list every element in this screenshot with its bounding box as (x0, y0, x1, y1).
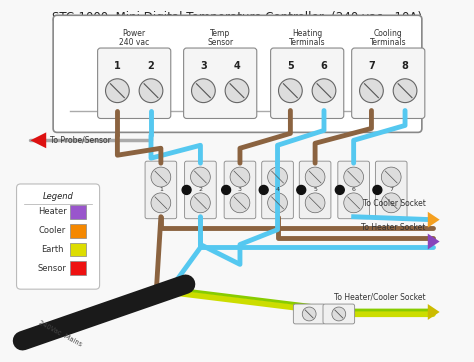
Text: 2: 2 (147, 61, 155, 71)
Bar (70, 224, 86, 237)
Text: 7: 7 (368, 61, 375, 71)
Polygon shape (30, 132, 46, 148)
Text: 6: 6 (320, 61, 328, 71)
FancyBboxPatch shape (338, 161, 369, 219)
Circle shape (297, 185, 306, 194)
Circle shape (279, 79, 302, 102)
Text: To Probe/Sensor: To Probe/Sensor (50, 136, 111, 145)
Text: 3: 3 (238, 188, 242, 193)
Circle shape (360, 79, 383, 102)
Text: Legend: Legend (43, 192, 73, 201)
FancyBboxPatch shape (183, 48, 257, 118)
FancyBboxPatch shape (262, 161, 293, 219)
FancyBboxPatch shape (271, 48, 344, 118)
Text: 240 vac: 240 vac (119, 38, 149, 47)
Circle shape (305, 167, 325, 187)
Circle shape (344, 193, 364, 213)
Text: To Heater Socket: To Heater Socket (362, 223, 426, 232)
Circle shape (332, 307, 346, 321)
FancyBboxPatch shape (293, 304, 325, 324)
Circle shape (373, 185, 382, 194)
Circle shape (230, 193, 250, 213)
Text: 4: 4 (275, 188, 280, 193)
Bar (70, 261, 86, 275)
Text: 3: 3 (200, 61, 207, 71)
Text: Heating: Heating (292, 29, 322, 38)
Bar (70, 205, 86, 219)
Circle shape (191, 167, 210, 187)
Text: Temp: Temp (210, 29, 230, 38)
Text: Cooling: Cooling (374, 29, 402, 38)
Circle shape (151, 193, 171, 213)
Circle shape (151, 167, 171, 187)
Text: 8: 8 (401, 61, 409, 71)
Text: Terminals: Terminals (370, 38, 407, 47)
Circle shape (344, 167, 364, 187)
Circle shape (381, 193, 401, 213)
Text: 4: 4 (234, 61, 240, 71)
Circle shape (222, 185, 230, 194)
FancyBboxPatch shape (323, 304, 355, 324)
Circle shape (106, 79, 129, 102)
Circle shape (393, 79, 417, 102)
Text: Cooler: Cooler (38, 226, 66, 235)
FancyBboxPatch shape (299, 161, 331, 219)
Text: 240Vac  Mains: 240Vac Mains (37, 320, 82, 348)
Circle shape (268, 193, 287, 213)
Text: 2: 2 (199, 188, 202, 193)
Text: To Heater/Cooler Socket: To Heater/Cooler Socket (334, 292, 426, 301)
Circle shape (182, 185, 191, 194)
Polygon shape (428, 304, 440, 320)
Text: 1: 1 (114, 61, 121, 71)
Circle shape (259, 185, 268, 194)
FancyBboxPatch shape (352, 48, 425, 118)
Circle shape (230, 167, 250, 187)
FancyBboxPatch shape (184, 161, 216, 219)
Circle shape (336, 185, 344, 194)
Text: To Cooler Socket: To Cooler Socket (363, 199, 426, 208)
Circle shape (305, 193, 325, 213)
Circle shape (191, 79, 215, 102)
Text: 7: 7 (389, 188, 393, 193)
FancyBboxPatch shape (224, 161, 256, 219)
Text: Sensor: Sensor (207, 38, 233, 47)
Text: Terminals: Terminals (289, 38, 326, 47)
Circle shape (225, 79, 249, 102)
Polygon shape (428, 233, 440, 249)
Text: 5: 5 (287, 61, 294, 71)
Text: Sensor: Sensor (38, 264, 66, 273)
Circle shape (381, 167, 401, 187)
FancyBboxPatch shape (17, 184, 100, 289)
Circle shape (302, 307, 316, 321)
Text: STC-1000  Mini Digital Temperature Controller  (240 vac - 10A): STC-1000 Mini Digital Temperature Contro… (52, 11, 422, 24)
Circle shape (268, 167, 287, 187)
Circle shape (139, 79, 163, 102)
Text: 6: 6 (352, 188, 356, 193)
Text: Earth: Earth (41, 245, 64, 254)
FancyBboxPatch shape (375, 161, 407, 219)
Text: 1: 1 (159, 188, 163, 193)
Bar (70, 243, 86, 256)
Polygon shape (428, 212, 440, 228)
Circle shape (191, 193, 210, 213)
FancyBboxPatch shape (98, 48, 171, 118)
FancyBboxPatch shape (145, 161, 177, 219)
Text: 5: 5 (313, 188, 317, 193)
Circle shape (312, 79, 336, 102)
Text: Power: Power (123, 29, 146, 38)
Text: Heater: Heater (38, 207, 66, 216)
FancyBboxPatch shape (53, 15, 422, 132)
